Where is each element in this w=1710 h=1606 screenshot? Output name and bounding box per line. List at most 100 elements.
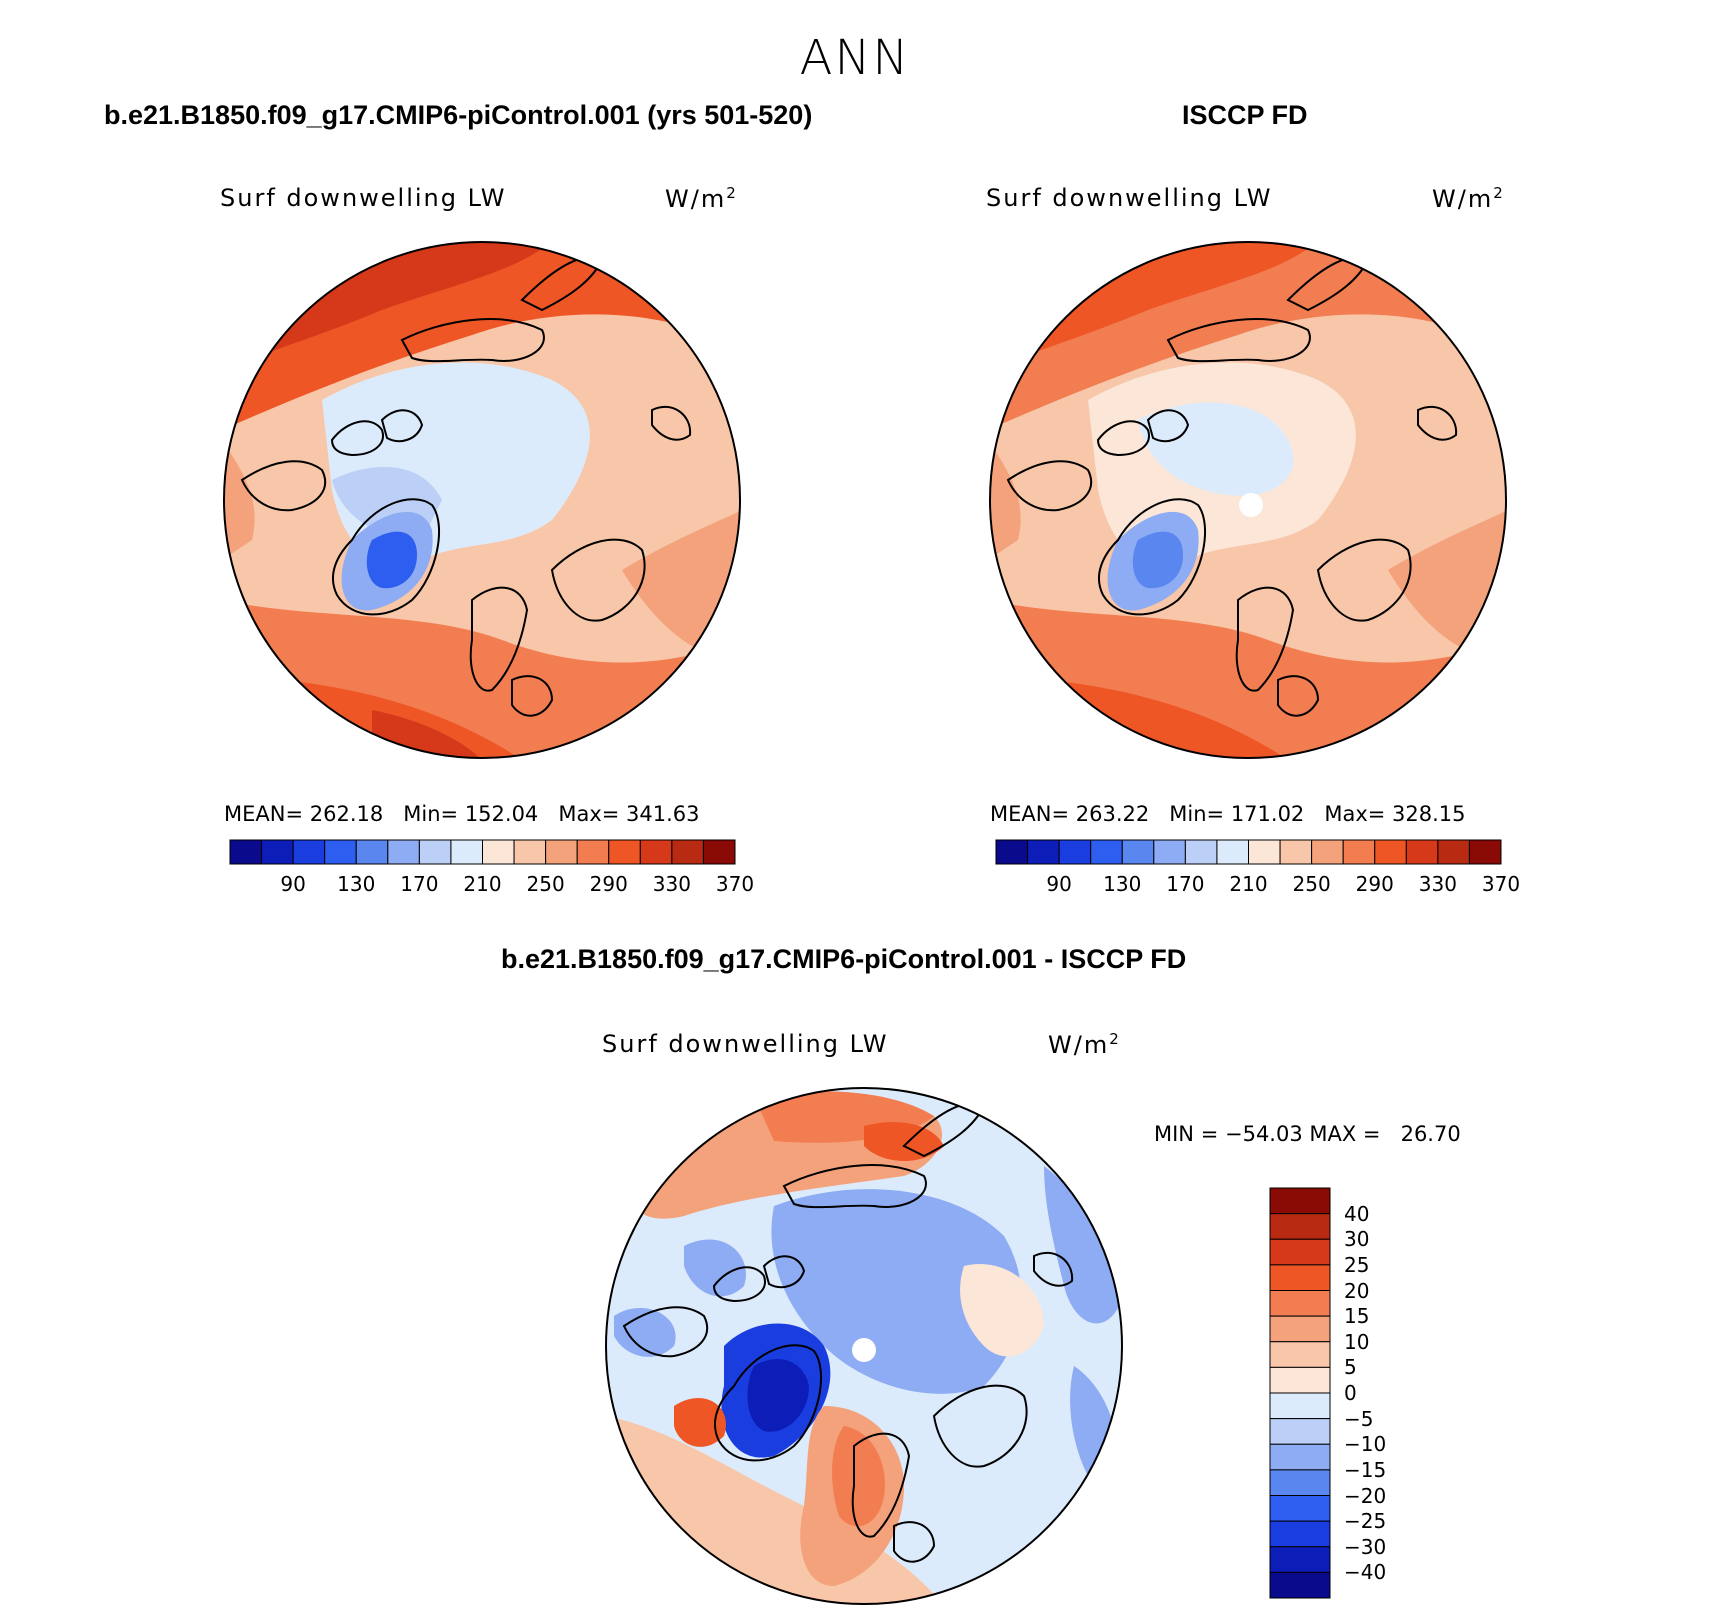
- obs-colorbar-tick-label: 290: [1355, 872, 1394, 896]
- diff-colorbar-tick-label: 5: [1344, 1355, 1357, 1380]
- obs-coastline: [1006, 460, 1093, 512]
- diff-colorbar-tick-label: 10: [1344, 1329, 1370, 1354]
- diff-colorbar-tick-label: −15: [1344, 1457, 1387, 1482]
- test-coastline: [330, 420, 384, 457]
- diff-field-region: [614, 1307, 676, 1357]
- obs-units-label: W/m2: [1432, 184, 1505, 213]
- test-field-region: [224, 440, 255, 560]
- test-colorbar-swatch: [450, 839, 483, 865]
- diff-colorbar-ticks: 40 30 25 20 15 10 5 0 −5 −10 −15 −20 −25 −30 −40: [1344, 1188, 1424, 1598]
- diff-colorbar-tick-label: 15: [1344, 1304, 1370, 1329]
- diff-coastline: [714, 1344, 822, 1462]
- obs-variable-label: Surf downwelling LW: [986, 184, 1273, 212]
- obs-colorbar-swatch: [1437, 839, 1470, 865]
- diff-coastline: [712, 1266, 766, 1303]
- obs-field-region: [1138, 402, 1294, 496]
- diff-colorbar-tick-label: 40: [1344, 1201, 1370, 1226]
- test-colorbar-swatch: [702, 839, 736, 865]
- obs-colorbar-tick-label: 130: [1103, 872, 1142, 896]
- obs-stats: MEAN= 263.22 Min= 171.02 Max= 328.15: [990, 802, 1466, 826]
- diff-field-region: [1044, 1166, 1119, 1324]
- test-variable-label: Surf downwelling LW: [220, 184, 507, 212]
- test-colorbar-swatch: [292, 839, 326, 865]
- test-panel-title: b.e21.B1850.f09_g17.CMIP6-piControl.001 …: [104, 100, 813, 130]
- diff-coastline: [851, 1432, 911, 1538]
- test-colorbar-swatch: [261, 839, 294, 865]
- test-colorbar-tick-label: 290: [589, 872, 628, 896]
- test-colorbar-tick-label: 130: [337, 872, 376, 896]
- diff-variable-label: Surf downwelling LW: [602, 1030, 889, 1058]
- obs-coastline: [1417, 405, 1458, 441]
- diff-field-region: [960, 1264, 1044, 1357]
- diff-coastline: [932, 1384, 1028, 1468]
- diff-colorbar-swatch: [1269, 1290, 1331, 1317]
- obs-colorbar-tick-label: 170: [1166, 872, 1205, 896]
- diff-colorbar-swatch: [1269, 1366, 1331, 1394]
- test-colorbar-tick-label: 170: [400, 872, 439, 896]
- obs-colorbar-swatch: [1058, 839, 1092, 865]
- diff-coastline: [622, 1306, 709, 1358]
- test-max-value: 341.63: [626, 802, 700, 826]
- obs-colorbar-ticks: 90 130 170 210 250 290 330 370: [996, 872, 1520, 898]
- diff-colorbar-swatch: [1269, 1469, 1331, 1496]
- diff-colorbar-swatch: [1269, 1187, 1331, 1215]
- obs-max-value: 328.15: [1392, 802, 1466, 826]
- diff-colorbar-tick-label: 20: [1344, 1278, 1370, 1303]
- obs-map-boundary: [989, 241, 1507, 759]
- test-coastline: [332, 498, 440, 616]
- test-colorbar-swatch: [576, 839, 610, 865]
- test-stats: MEAN= 262.18 Min= 152.04 Max= 341.63: [224, 802, 700, 826]
- obs-mean-value: 263.22: [1075, 802, 1150, 826]
- test-colorbar-tick-label: 370: [715, 872, 755, 896]
- diff-field-region: [771, 1189, 1022, 1394]
- diff-field-region: [747, 1358, 809, 1432]
- diff-min-value: −54.03: [1224, 1122, 1303, 1146]
- diff-colorbar-tick-label: −40: [1344, 1560, 1387, 1585]
- obs-colorbar-tick-label: 370: [1481, 872, 1521, 896]
- diff-coastline: [762, 1255, 806, 1289]
- obs-colorbar-swatch: [1216, 839, 1249, 865]
- diff-units-label: W/m2: [1048, 1030, 1121, 1059]
- obs-coastline: [1146, 409, 1190, 443]
- test-map-boundary: [223, 241, 741, 759]
- obs-panel-title: ISCCP FD: [1182, 100, 1308, 130]
- test-colorbar-swatch: [671, 839, 704, 865]
- diff-colorbar-swatch: [1269, 1495, 1331, 1522]
- diff-max-value: 26.70: [1400, 1122, 1461, 1146]
- diff-colorbar-tick-label: −5: [1344, 1406, 1374, 1431]
- test-coastline: [380, 409, 424, 443]
- test-colorbar-swatch: [229, 839, 263, 865]
- obs-colorbar-swatch: [1311, 839, 1344, 865]
- diff-colorbar-swatch: [1269, 1315, 1331, 1343]
- diff-minmax: MIN = −54.03 MAX = 26.70: [1154, 1122, 1461, 1146]
- test-colorbar: [229, 839, 736, 865]
- diff-colorbar-tick-label: 30: [1344, 1227, 1370, 1252]
- obs-coastline: [1098, 498, 1206, 616]
- diff-colorbar-tick-label: 0: [1344, 1381, 1357, 1405]
- obs-colorbar-swatch: [1342, 839, 1376, 865]
- diff-colorbar: [1269, 1187, 1331, 1599]
- obs-colorbar-swatch: [1248, 839, 1281, 865]
- obs-colorbar-tick-label: 210: [1229, 872, 1268, 896]
- obs-coastline: [1316, 538, 1412, 622]
- obs-colorbar-swatch: [1090, 839, 1123, 865]
- diff-panel-title: b.e21.B1850.f09_g17.CMIP6-piControl.001 …: [501, 944, 1187, 974]
- diff-colorbar-swatch: [1269, 1571, 1331, 1599]
- test-coastline: [469, 586, 529, 692]
- obs-field-region: [1132, 531, 1183, 589]
- diff-colorbar-tick-label: −25: [1344, 1509, 1387, 1534]
- diff-colorbar-swatch: [1269, 1520, 1331, 1548]
- diff-polar-map: [605, 1087, 1123, 1605]
- test-colorbar-swatch: [324, 839, 357, 865]
- obs-coastline: [1235, 586, 1295, 692]
- diff-colorbar-swatch: [1269, 1213, 1331, 1240]
- diff-colorbar-swatch: [1269, 1264, 1331, 1291]
- test-colorbar-tick-label: 90: [280, 872, 306, 896]
- test-units-label: W/m2: [665, 184, 738, 213]
- test-colorbar-swatch: [608, 839, 641, 865]
- obs-coastline: [1166, 318, 1311, 363]
- test-colorbar-swatch: [482, 839, 515, 865]
- test-colorbar-ticks: 90 130 170 210 250 290 330 370: [230, 872, 754, 898]
- diff-colorbar-tick-label: −30: [1344, 1534, 1387, 1559]
- diff-field-region: [684, 1239, 746, 1297]
